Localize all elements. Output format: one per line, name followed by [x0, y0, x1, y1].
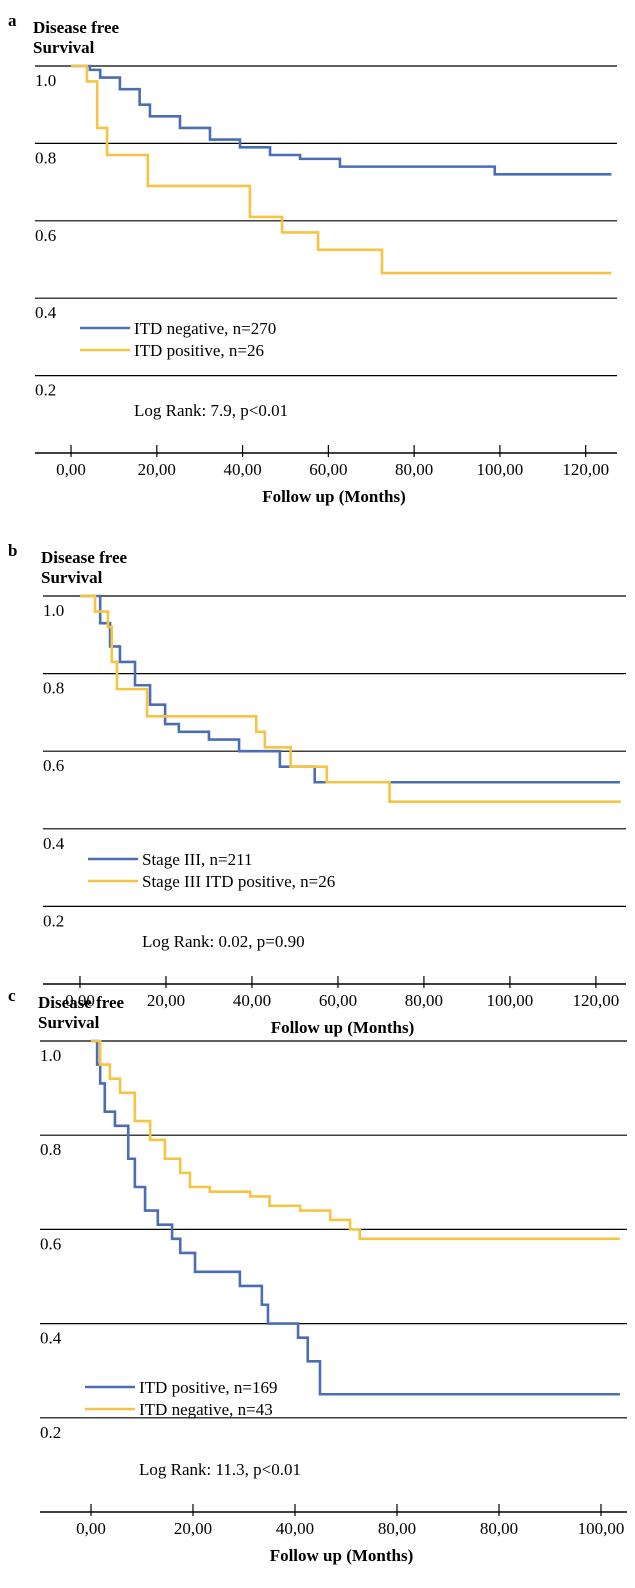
x-tick-label: 80,00	[395, 460, 433, 479]
x-tick-label: 0,00	[76, 1519, 106, 1538]
x-tick-label: 20,00	[147, 991, 185, 1010]
x-tick-label: 100,00	[578, 1519, 625, 1538]
legend-label: ITD positive, n=169	[139, 1378, 278, 1397]
panel-letter: a	[8, 11, 17, 30]
y-axis-title: Survival	[41, 568, 103, 587]
x-tick-label: 40,00	[276, 1519, 314, 1538]
x-tick-label: 80,00	[378, 1519, 416, 1538]
x-tick-label: 100,00	[477, 460, 524, 479]
survival-curve	[90, 1039, 620, 1241]
y-tick-label: 0.2	[40, 1423, 61, 1442]
y-axis-title: Disease free	[41, 548, 128, 567]
y-tick-label: 0.8	[40, 1140, 61, 1159]
legend-label: ITD negative, n=43	[139, 1400, 273, 1419]
legend-label: Stage III, n=211	[142, 850, 252, 869]
y-tick-label: 0.2	[43, 911, 64, 930]
y-tick-label: 0.6	[43, 756, 64, 775]
x-tick-label: 120,00	[562, 460, 609, 479]
legend-label: Stage III ITD positive, n=26	[142, 872, 335, 891]
survival-curve	[79, 594, 621, 803]
survival-curve	[71, 64, 612, 176]
x-axis-title: Follow up (Months)	[262, 487, 406, 506]
y-axis-title: Disease free	[33, 18, 120, 37]
y-tick-label: 0.4	[43, 834, 65, 853]
x-tick-label: 80,00	[405, 991, 443, 1010]
x-tick-label: 80,00	[480, 1519, 518, 1538]
y-tick-label: 1.0	[43, 601, 64, 620]
y-tick-label: 0.6	[40, 1234, 61, 1253]
panel-letter: b	[8, 541, 17, 560]
x-tick-label: 120,00	[573, 991, 620, 1010]
x-axis-title: Follow up (Months)	[271, 1018, 415, 1037]
y-axis-title: Survival	[38, 1013, 100, 1032]
x-tick-label: 60,00	[319, 991, 357, 1010]
annotation: Log Rank: 7.9, p<0.01	[134, 401, 288, 420]
annotation: Log Rank: 11.3, p<0.01	[139, 1460, 301, 1479]
panel-letter: c	[8, 986, 16, 1005]
x-tick-label: 0,00	[65, 991, 95, 1010]
y-tick-label: 0.8	[35, 148, 56, 167]
y-axis-title: Disease free	[38, 993, 125, 1012]
legend-label: ITD positive, n=26	[134, 341, 264, 360]
legend-label: ITD negative, n=270	[134, 319, 276, 338]
x-tick-label: 60,00	[309, 460, 347, 479]
y-tick-label: 0.8	[43, 679, 64, 698]
y-tick-label: 0.4	[35, 303, 57, 322]
survival-curve	[71, 64, 612, 275]
x-tick-label: 0,00	[56, 460, 86, 479]
x-tick-label: 40,00	[233, 991, 271, 1010]
y-tick-label: 0.6	[35, 226, 56, 245]
y-tick-label: 1.0	[35, 71, 56, 90]
y-tick-label: 0.4	[40, 1329, 62, 1348]
y-tick-label: 1.0	[40, 1046, 61, 1065]
survival-curve	[90, 1039, 620, 1396]
x-tick-label: 40,00	[223, 460, 261, 479]
x-axis-title: Follow up (Months)	[270, 1546, 414, 1565]
y-axis-title: Survival	[33, 38, 95, 57]
x-tick-label: 20,00	[138, 460, 176, 479]
annotation: Log Rank: 0.02, p=0.90	[142, 932, 305, 951]
survival-curve	[79, 594, 620, 784]
y-tick-label: 0.2	[35, 381, 56, 400]
x-tick-label: 100,00	[487, 991, 534, 1010]
x-tick-label: 20,00	[174, 1519, 212, 1538]
